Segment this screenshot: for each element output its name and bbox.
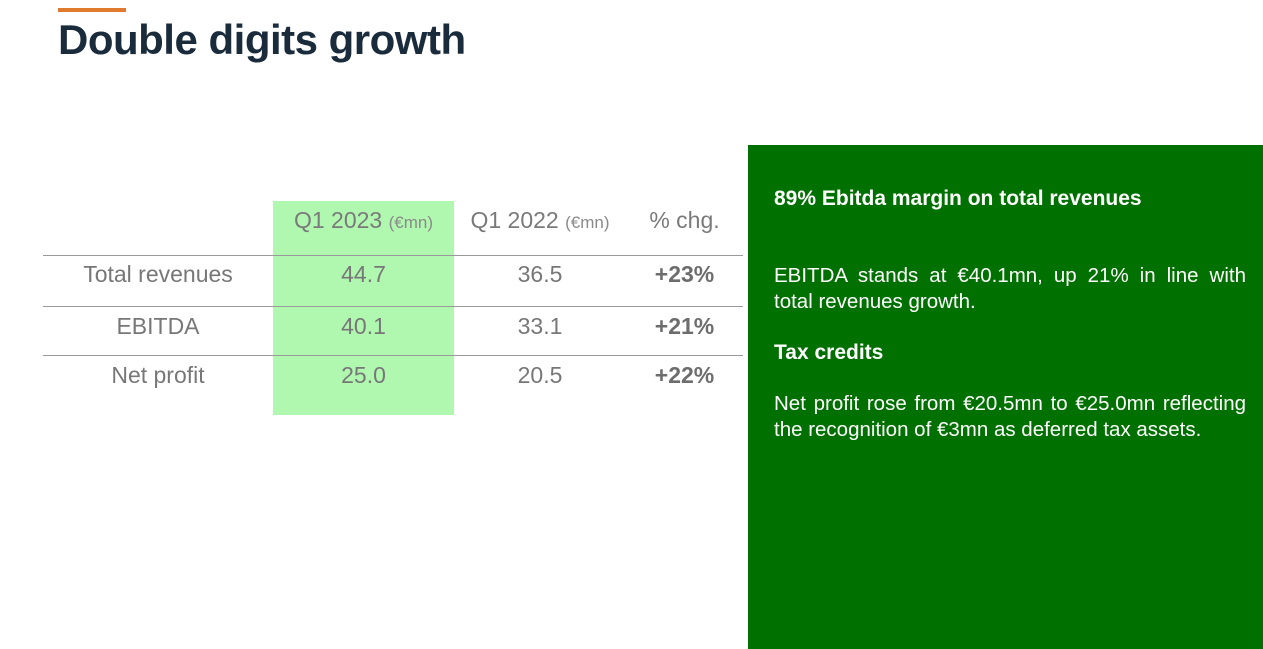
header-q1-2023-unit: (€mn): [388, 213, 434, 232]
row-label-net-profit: Net profit: [111, 362, 205, 388]
cell-ebitda-q1-2023: 40.1: [341, 313, 386, 339]
header-q1-2023-label: Q1 2023: [293, 207, 383, 233]
commentary-panel: 89% Ebitda margin on total revenues EBIT…: [748, 145, 1263, 649]
cell-net-profit-q1-2022: 20.5: [517, 362, 563, 388]
header-q1-2022: Q1 2022 (€mn): [454, 205, 626, 238]
table-divider: [43, 355, 743, 356]
cell-total-revenues-q1-2023: 44.7: [341, 261, 386, 287]
cell-net-profit-q1-2023: 25.0: [341, 362, 386, 388]
cell-total-revenues-q1-2022: 36.5: [517, 261, 563, 287]
cell-total-revenues-chg: +23%: [654, 261, 715, 287]
header-q1-2022-unit: (€mn): [565, 213, 610, 232]
panel-heading-tax-credits: Tax credits: [774, 341, 884, 364]
cell-net-profit-chg: +22%: [654, 362, 715, 388]
table-divider: [43, 306, 743, 307]
header-q1-2022-label: Q1 2022: [470, 207, 559, 233]
title-accent-bar: [58, 8, 126, 12]
table-divider: [43, 255, 743, 256]
row-label-ebitda: EBITDA: [116, 313, 200, 339]
header-pct-change: % chg.: [649, 207, 720, 233]
panel-heading-ebitda-margin: 89% Ebitda margin on total revenues: [774, 187, 1142, 210]
highlighted-column-q1-2023: [273, 201, 454, 415]
panel-text-net-profit: Net profit rose from €20.5mn to €25.0mn …: [774, 392, 1246, 441]
header-q1-2023: Q1 2023 (€mn): [273, 205, 454, 238]
cell-ebitda-chg: +21%: [654, 313, 715, 339]
page-title: Double digits growth: [58, 16, 466, 63]
panel-text-ebitda: EBITDA stands at €40.1mn, up 21% in line…: [774, 264, 1246, 313]
row-label-total-revenues: Total revenues: [83, 261, 233, 287]
cell-ebitda-q1-2022: 33.1: [517, 313, 563, 339]
